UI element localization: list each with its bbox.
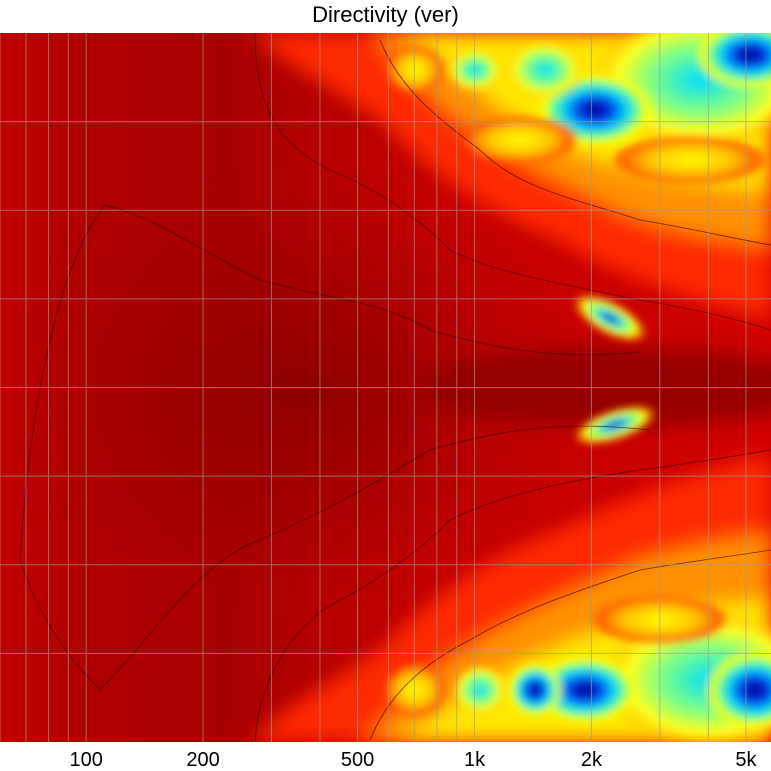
contour-lines xyxy=(19,33,771,742)
x-tick-label: 1k xyxy=(464,749,486,771)
grid-lines xyxy=(0,33,771,742)
heatmap-area xyxy=(0,33,771,742)
x-tick-label: 2k xyxy=(581,749,603,771)
x-tick-label: 5k xyxy=(735,749,757,771)
chart-title: Directivity (ver) xyxy=(312,2,459,27)
x-tick-label: 500 xyxy=(341,749,374,771)
x-tick-label: 200 xyxy=(186,749,219,771)
x-tick-labels: 100 200 500 1k 2k 5k xyxy=(69,749,757,771)
on-axis-core xyxy=(0,180,600,600)
x-tick-label: 100 xyxy=(69,749,102,771)
top-low-level-lobes xyxy=(385,33,771,185)
